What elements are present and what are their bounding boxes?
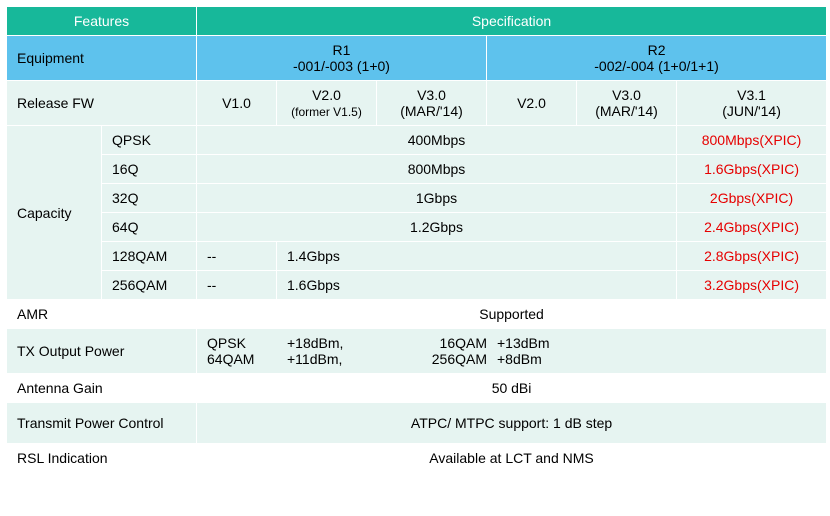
amr-label: AMR: [7, 300, 197, 329]
capacity-256qam-xpic: 3.2Gbps(XPIC): [677, 271, 827, 300]
tx-power-c4: +13dBm +8dBm: [487, 335, 577, 367]
equipment-r1: R1 -001/-003 (1+0): [197, 36, 487, 81]
capacity-64q-main: 1.2Gbps: [197, 213, 677, 242]
antenna-gain-label: Antenna Gain: [7, 374, 197, 403]
capacity-mod-32q: 32Q: [102, 184, 197, 213]
release-v2: V2.0 (former V1.5): [277, 81, 377, 126]
capacity-qpsk-main: 400Mbps: [197, 126, 677, 155]
tpc-value: ATPC/ MTPC support: 1 dB step: [197, 403, 827, 444]
rsl-row: RSL Indication Available at LCT and NMS: [7, 444, 827, 473]
capacity-row-64q: 64Q 1.2Gbps 2.4Gbps(XPIC): [7, 213, 827, 242]
tpc-row: Transmit Power Control ATPC/ MTPC suppor…: [7, 403, 827, 444]
amr-row: AMR Supported: [7, 300, 827, 329]
capacity-256qam-rest: 1.6Gbps: [277, 271, 677, 300]
capacity-mod-64q: 64Q: [102, 213, 197, 242]
release-r2-v31-line2: (JUN/'14): [722, 103, 781, 119]
header-features: Features: [7, 7, 197, 36]
capacity-128qam-v1: --: [197, 242, 277, 271]
tx-power-c1: QPSK 64QAM: [207, 335, 287, 367]
equipment-r1-line1: R1: [333, 42, 351, 58]
release-row: Release FW V1.0 V2.0 (former V1.5) V3.0 …: [7, 81, 827, 126]
capacity-qpsk-xpic: 800Mbps(XPIC): [677, 126, 827, 155]
capacity-mod-16q: 16Q: [102, 155, 197, 184]
release-r2-v2: V2.0: [487, 81, 577, 126]
capacity-128qam-xpic: 2.8Gbps(XPIC): [677, 242, 827, 271]
antenna-gain-value: 50 dBi: [197, 374, 827, 403]
release-v2-line1: V2.0: [312, 87, 341, 103]
capacity-row-32q: 32Q 1Gbps 2Gbps(XPIC): [7, 184, 827, 213]
capacity-16q-main: 800Mbps: [197, 155, 677, 184]
equipment-r2: R2 -002/-004 (1+0/1+1): [487, 36, 827, 81]
tpc-label: Transmit Power Control: [7, 403, 197, 444]
release-r2-v31-line1: V3.1: [737, 87, 766, 103]
release-label: Release FW: [7, 81, 197, 126]
equipment-r2-line1: R2: [648, 42, 666, 58]
capacity-32q-xpic: 2Gbps(XPIC): [677, 184, 827, 213]
tx-power-c2: +18dBm, +11dBm,: [287, 335, 387, 367]
header-specification: Specification: [197, 7, 827, 36]
release-r2-v31: V3.1 (JUN/'14): [677, 81, 827, 126]
capacity-mod-128qam: 128QAM: [102, 242, 197, 271]
capacity-128qam-rest: 1.4Gbps: [277, 242, 677, 271]
amr-value: Supported: [197, 300, 827, 329]
release-r2-v3-line1: V3.0: [612, 87, 641, 103]
tx-power-c3: 16QAM 256QAM: [387, 335, 487, 367]
capacity-mod-256qam: 256QAM: [102, 271, 197, 300]
header-row: Features Specification: [7, 7, 827, 36]
capacity-row-qpsk: Capacity QPSK 400Mbps 800Mbps(XPIC): [7, 126, 827, 155]
release-v3: V3.0 (MAR/'14): [377, 81, 487, 126]
release-v3-line2: (MAR/'14): [400, 103, 463, 119]
equipment-r2-line2: -002/-004 (1+0/1+1): [594, 58, 719, 74]
antenna-gain-row: Antenna Gain 50 dBi: [7, 374, 827, 403]
equipment-r1-line2: -001/-003 (1+0): [293, 58, 390, 74]
release-r2-v3-line2: (MAR/'14): [595, 103, 658, 119]
release-v1: V1.0: [197, 81, 277, 126]
tx-power-label: TX Output Power: [7, 329, 197, 374]
capacity-16q-xpic: 1.6Gbps(XPIC): [677, 155, 827, 184]
spec-table: Features Specification Equipment R1 -001…: [6, 6, 827, 473]
release-r2-v3: V3.0 (MAR/'14): [577, 81, 677, 126]
tx-power-value: QPSK 64QAM +18dBm, +11dBm, 16QAM 256QAM …: [197, 329, 827, 374]
equipment-row: Equipment R1 -001/-003 (1+0) R2 -002/-00…: [7, 36, 827, 81]
tx-power-row: TX Output Power QPSK 64QAM +18dBm, +11dB…: [7, 329, 827, 374]
release-v3-line1: V3.0: [417, 87, 446, 103]
rsl-value: Available at LCT and NMS: [197, 444, 827, 473]
equipment-label: Equipment: [7, 36, 197, 81]
capacity-64q-xpic: 2.4Gbps(XPIC): [677, 213, 827, 242]
release-v2-line2: (former V1.5): [291, 105, 362, 119]
capacity-row-256qam: 256QAM -- 1.6Gbps 3.2Gbps(XPIC): [7, 271, 827, 300]
capacity-32q-main: 1Gbps: [197, 184, 677, 213]
capacity-label: Capacity: [7, 126, 102, 300]
rsl-label: RSL Indication: [7, 444, 197, 473]
capacity-mod-qpsk: QPSK: [102, 126, 197, 155]
capacity-row-16q: 16Q 800Mbps 1.6Gbps(XPIC): [7, 155, 827, 184]
capacity-256qam-v1: --: [197, 271, 277, 300]
capacity-row-128qam: 128QAM -- 1.4Gbps 2.8Gbps(XPIC): [7, 242, 827, 271]
